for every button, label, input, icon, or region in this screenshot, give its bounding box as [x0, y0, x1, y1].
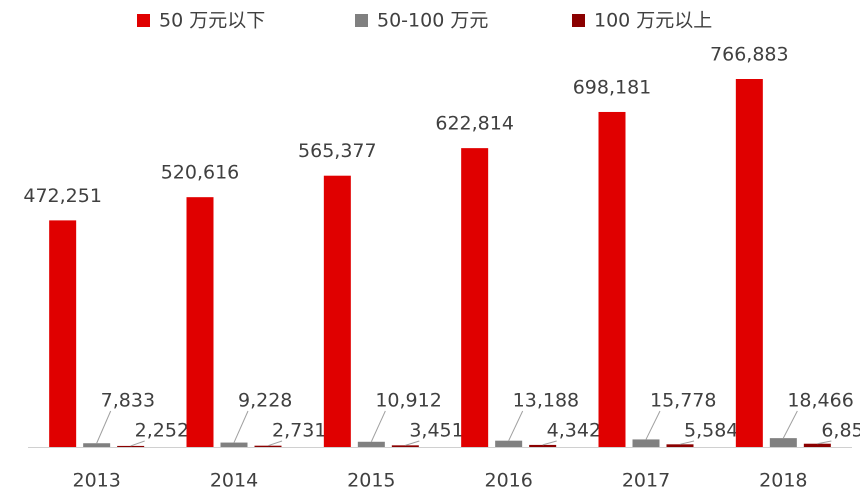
legend-label: 50-100 万元 — [377, 10, 488, 32]
x-tick-label: 2013 — [72, 470, 120, 492]
x-tick-label: 2018 — [759, 470, 807, 492]
data-label: 766,883 — [710, 44, 789, 66]
bar — [461, 148, 489, 447]
bar — [803, 443, 831, 447]
data-label: 10,912 — [375, 390, 441, 412]
leader-line — [267, 440, 283, 447]
leader-line — [96, 410, 112, 444]
data-label: 565,377 — [298, 140, 377, 162]
x-tick-label: 2016 — [484, 470, 532, 492]
data-label: 698,181 — [573, 76, 652, 98]
data-label: 520,616 — [161, 162, 240, 184]
data-label: 622,814 — [435, 113, 514, 135]
bar — [186, 197, 214, 447]
leader-line — [130, 440, 145, 447]
leader-line — [405, 440, 420, 446]
bar — [735, 79, 763, 447]
data-label: 6,850 — [821, 420, 860, 442]
legend-label: 100 万元以上 — [594, 10, 712, 32]
leader-line — [817, 440, 832, 445]
bar — [666, 444, 694, 447]
data-label: 15,778 — [650, 390, 716, 412]
bar — [323, 175, 351, 447]
bar — [49, 220, 77, 447]
data-label: 4,342 — [547, 420, 601, 442]
bar — [117, 445, 145, 447]
legend-swatch — [355, 14, 368, 27]
bar — [220, 442, 248, 447]
x-tick-label: 2015 — [347, 470, 395, 492]
legend-label: 50 万元以下 — [159, 10, 265, 32]
leader-line — [542, 440, 557, 446]
data-label: 5,584 — [684, 420, 738, 442]
data-label: 2,252 — [135, 420, 189, 442]
leader-line — [508, 410, 524, 441]
data-label: 13,188 — [513, 390, 579, 412]
leader-line — [782, 410, 798, 439]
data-label: 3,451 — [409, 420, 463, 442]
leader-line — [645, 410, 661, 440]
leader-line — [370, 410, 386, 442]
bar — [598, 111, 626, 448]
bar — [495, 440, 523, 447]
data-label: 18,466 — [787, 390, 853, 412]
data-label: 7,833 — [101, 390, 155, 412]
x-tick-label: 2017 — [622, 470, 670, 492]
data-label: 472,251 — [23, 185, 102, 207]
bar — [83, 443, 111, 447]
data-label: 2,731 — [272, 420, 326, 442]
data-label: 9,228 — [238, 390, 292, 412]
bar — [632, 439, 660, 447]
bar — [529, 444, 557, 447]
bar — [254, 445, 282, 447]
bar — [357, 441, 385, 447]
leader-line — [233, 410, 249, 443]
legend-swatch — [137, 14, 150, 27]
bar — [391, 445, 419, 447]
leader-line — [679, 440, 695, 445]
legend-swatch — [572, 14, 585, 27]
bar — [769, 438, 797, 447]
x-tick-label: 2014 — [210, 470, 258, 492]
